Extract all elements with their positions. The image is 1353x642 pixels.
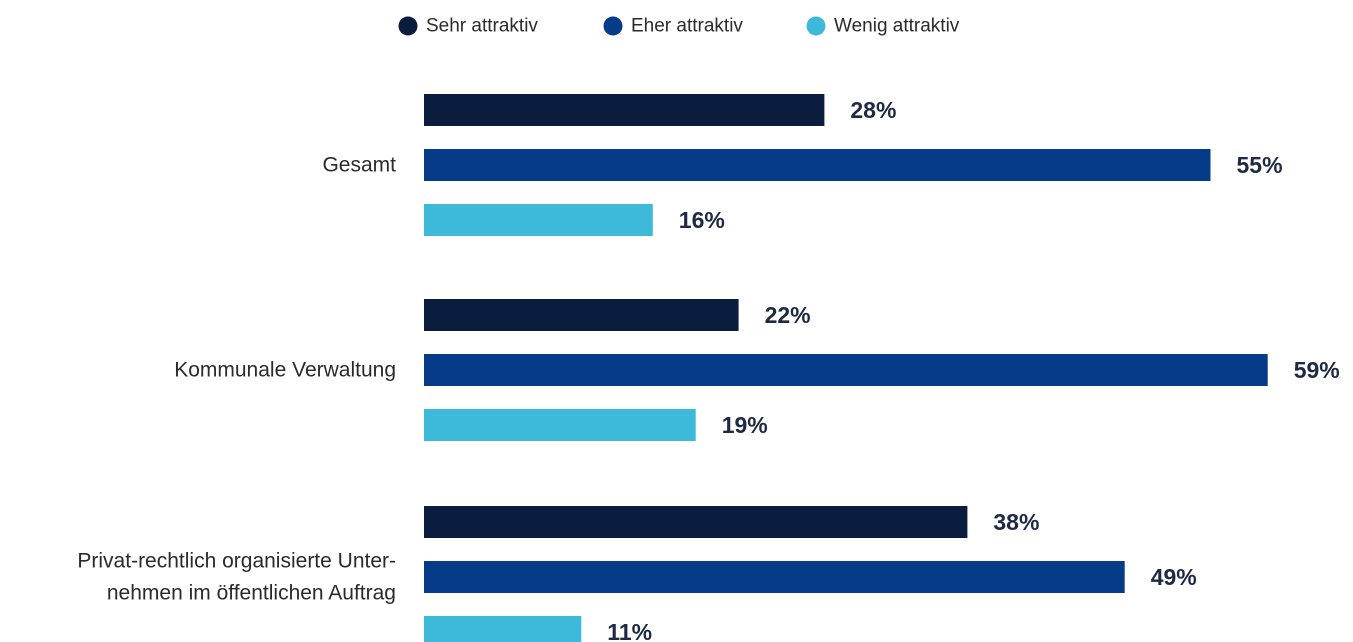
legend-label: Wenig attraktiv <box>834 16 960 37</box>
category-label: nehmen im öffentlichen Auftrag <box>107 582 396 605</box>
data-label: 22% <box>765 302 811 328</box>
legend-marker <box>806 16 826 36</box>
category-label: Kommunale Verwaltung <box>174 359 396 382</box>
bar <box>424 409 696 441</box>
data-label: 16% <box>679 207 725 233</box>
bar <box>424 354 1268 386</box>
legend-item: Eher attraktiv <box>603 16 743 37</box>
value-labels: 28% 55% 16% 22% 59% 19% 38% 49% 11% <box>607 97 1339 642</box>
category-labels: Gesamt Kommunale Verwaltung Privat-rechtli… <box>77 154 396 605</box>
bars <box>424 94 1268 642</box>
legend-label: Eher attraktiv <box>631 16 743 37</box>
bar <box>424 299 739 331</box>
bar <box>424 149 1211 181</box>
data-label: 28% <box>850 97 896 123</box>
data-label: 19% <box>722 412 768 438</box>
legend: Sehr attraktiv Eher attraktiv Wenig attrak… <box>398 16 960 37</box>
bar <box>424 561 1125 593</box>
legend-item: Wenig attraktiv <box>806 16 960 37</box>
category-label: Privat-rechtlich organisierte Unter- <box>77 550 396 573</box>
legend-marker <box>398 16 418 36</box>
bar <box>424 616 582 642</box>
category-label: Gesamt <box>322 154 396 177</box>
legend-item: Sehr attraktiv <box>398 16 538 37</box>
legend-label: Sehr attraktiv <box>426 16 538 37</box>
data-label: 49% <box>1151 564 1197 590</box>
data-label: 59% <box>1294 357 1340 383</box>
data-label: 38% <box>993 509 1039 535</box>
bar <box>424 204 653 236</box>
legend-marker <box>603 16 623 36</box>
bar <box>424 506 968 538</box>
bar <box>424 94 825 126</box>
data-label: 11% <box>607 619 652 642</box>
data-label: 55% <box>1237 152 1283 178</box>
